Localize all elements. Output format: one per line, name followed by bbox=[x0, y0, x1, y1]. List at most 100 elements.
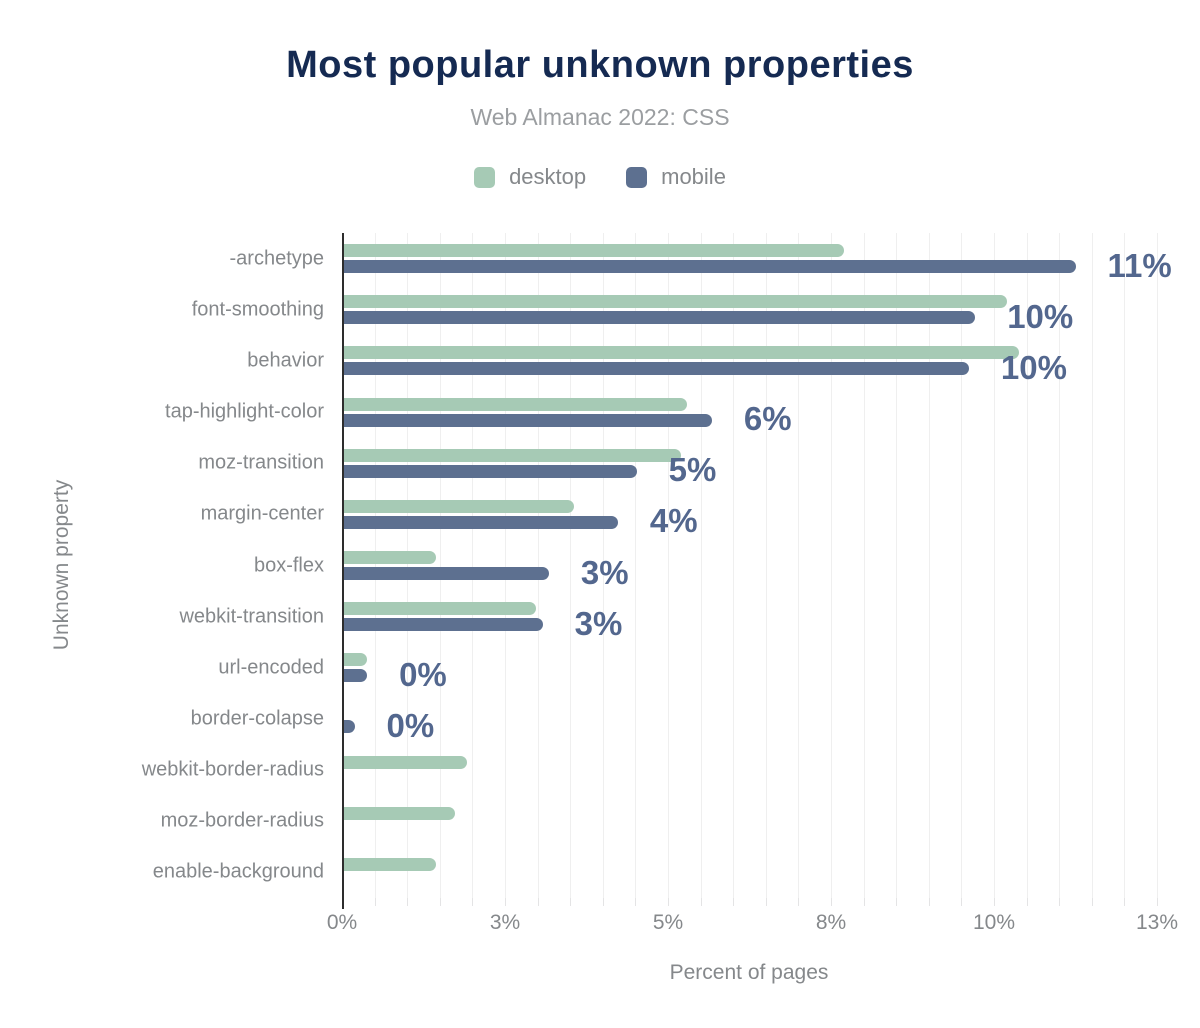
value-label: 6% bbox=[743, 400, 792, 438]
plot-area: 0% 3% 5% 8% 10% 13% 11% 10% 10% 6% 5% 4% 3% 3% 0% 0% bbox=[327, 233, 1178, 934]
gridline bbox=[505, 233, 506, 898]
mobile-bar[interactable] bbox=[342, 515, 618, 529]
desktop-bar[interactable] bbox=[342, 244, 844, 258]
category-label: font-smoothing bbox=[191, 298, 324, 321]
category-label: margin-center bbox=[200, 502, 324, 525]
axis-tick bbox=[1026, 898, 1028, 906]
x-tick-label: 0% bbox=[326, 911, 358, 934]
desktop-bar[interactable] bbox=[342, 551, 437, 564]
value-label: 5% bbox=[668, 451, 717, 489]
axis-tick bbox=[733, 898, 735, 906]
axis-tick bbox=[407, 898, 409, 906]
x-axis-title: Percent of pages bbox=[669, 961, 829, 984]
desktop-bar[interactable] bbox=[342, 499, 574, 513]
axis-tick bbox=[994, 898, 995, 906]
desktop-bar[interactable] bbox=[342, 857, 437, 871]
desktop-bar[interactable] bbox=[342, 448, 681, 462]
desktop-bar[interactable] bbox=[342, 397, 687, 411]
gridline bbox=[1157, 233, 1158, 898]
gridline bbox=[928, 233, 930, 898]
gridline bbox=[831, 233, 832, 898]
category-label: webkit-border-radius bbox=[141, 758, 324, 781]
category-label: url-encoded bbox=[218, 656, 324, 679]
mobile-bar[interactable] bbox=[342, 260, 1076, 274]
value-label: 10% bbox=[1000, 348, 1067, 386]
gridline bbox=[668, 233, 669, 898]
value-label: 11% bbox=[1107, 246, 1172, 284]
x-tick-label: 8% bbox=[815, 911, 847, 934]
value-label: 0% bbox=[386, 706, 435, 744]
gridline bbox=[1059, 233, 1061, 898]
gridline bbox=[570, 233, 572, 898]
mobile-bar[interactable] bbox=[342, 669, 368, 683]
gridline bbox=[635, 233, 637, 898]
chart-title: Most popular unknown properties bbox=[286, 44, 914, 86]
legend-label-desktop: desktop bbox=[509, 164, 587, 189]
desktop-bar[interactable] bbox=[342, 602, 537, 616]
gridline bbox=[407, 233, 409, 898]
axis-tick bbox=[472, 898, 474, 906]
x-tick-label: 10% bbox=[972, 911, 1016, 934]
mobile-bar[interactable] bbox=[342, 618, 543, 632]
y-axis-line bbox=[342, 233, 344, 909]
axis-tick bbox=[668, 898, 669, 906]
gridline bbox=[733, 233, 735, 898]
axis-tick bbox=[961, 898, 963, 906]
gridline bbox=[1026, 233, 1028, 898]
value-label: 0% bbox=[399, 655, 447, 693]
value-label: 4% bbox=[649, 502, 698, 540]
gridline bbox=[765, 233, 767, 898]
category-label: box-flex bbox=[253, 554, 324, 576]
mobile-bar[interactable] bbox=[342, 413, 712, 427]
axis-tick bbox=[700, 898, 702, 906]
gridline bbox=[700, 233, 702, 898]
gridline bbox=[961, 233, 963, 898]
desktop-bar[interactable] bbox=[342, 755, 468, 769]
axis-tick bbox=[635, 898, 637, 906]
axis-tick bbox=[765, 898, 767, 906]
x-tick-label: 3% bbox=[489, 911, 521, 934]
legend-item-mobile[interactable]: mobile bbox=[626, 164, 726, 190]
axis-tick bbox=[1059, 898, 1061, 906]
category-label: tap-highlight-color bbox=[165, 400, 324, 423]
axis-tick bbox=[537, 898, 539, 906]
x-tick-label: 5% bbox=[652, 911, 684, 934]
mobile-swatch-icon bbox=[626, 166, 648, 188]
axis-tick bbox=[1124, 898, 1126, 906]
mobile-bar[interactable] bbox=[342, 567, 549, 580]
gridline bbox=[472, 233, 474, 898]
axis-tick bbox=[831, 898, 832, 906]
category-label: behavior bbox=[247, 349, 324, 372]
x-tick-label: 13% bbox=[1135, 911, 1179, 934]
legend-label-mobile: mobile bbox=[661, 164, 726, 189]
mobile-bar[interactable] bbox=[342, 464, 637, 478]
gridline bbox=[994, 233, 995, 898]
gridline bbox=[537, 233, 539, 898]
gridline bbox=[896, 233, 898, 898]
axis-tick bbox=[896, 898, 898, 906]
category-label: moz-transition bbox=[198, 451, 324, 474]
value-label: 10% bbox=[1007, 297, 1074, 335]
category-label: enable-background bbox=[152, 860, 324, 883]
mobile-bar[interactable] bbox=[342, 311, 976, 325]
desktop-bar[interactable] bbox=[342, 295, 1007, 309]
gridline bbox=[374, 233, 376, 898]
legend-item-desktop[interactable]: desktop bbox=[474, 164, 586, 190]
desktop-bar[interactable] bbox=[342, 653, 368, 667]
category-label: webkit-transition bbox=[179, 605, 324, 628]
mobile-bar[interactable] bbox=[342, 720, 355, 734]
axis-tick bbox=[374, 898, 376, 906]
category-labels: -archetype font-smoothing behavior tap-high… bbox=[0, 233, 324, 898]
axis-tick bbox=[928, 898, 930, 906]
desktop-bar[interactable] bbox=[342, 806, 455, 820]
mobile-bar[interactable] bbox=[342, 362, 969, 376]
axis-tick bbox=[798, 898, 800, 906]
desktop-bar[interactable] bbox=[342, 346, 1020, 360]
axis-tick bbox=[863, 898, 865, 906]
axis-tick bbox=[570, 898, 572, 906]
gridline bbox=[439, 233, 441, 898]
axis-tick bbox=[439, 898, 441, 906]
category-label: moz-border-radius bbox=[160, 809, 324, 832]
gridline bbox=[798, 233, 800, 898]
